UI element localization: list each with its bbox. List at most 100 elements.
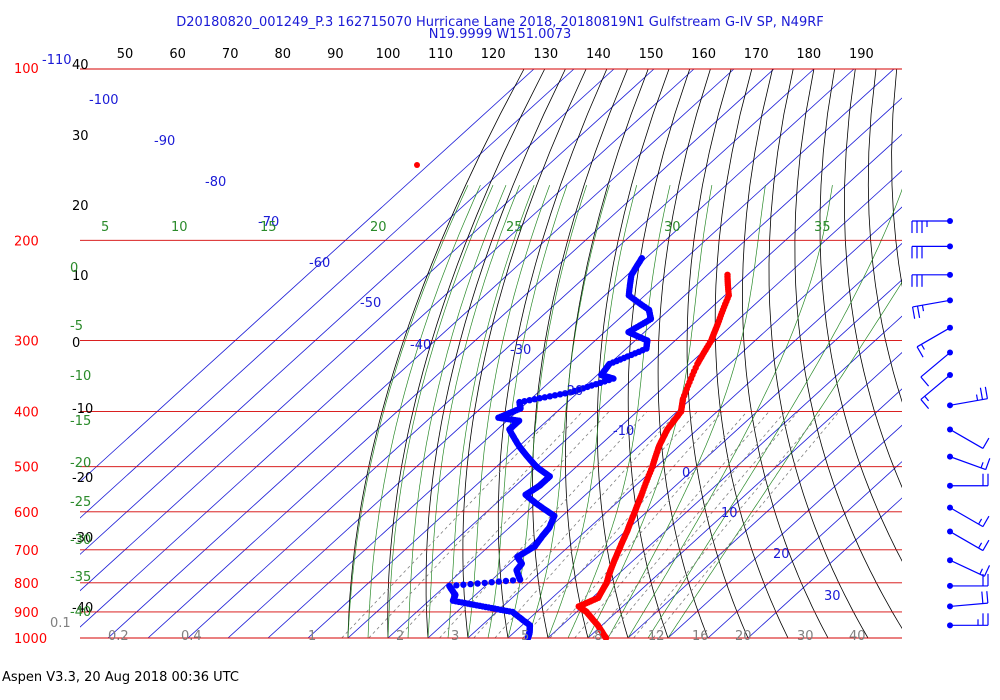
- wind-barb-staff: [920, 352, 951, 378]
- dry-adiabat-line: [867, 68, 902, 403]
- isotherm-line: [587, 352, 902, 639]
- top-axis-label: 70: [222, 47, 239, 62]
- moist-adiabat-label: 15: [260, 220, 277, 235]
- temperature-axis-label: 20: [72, 199, 89, 214]
- dewpoint-point: [481, 579, 488, 587]
- wind-barb: [947, 557, 991, 577]
- dewpoint-point: [556, 391, 564, 398]
- isotherm-label: -100: [89, 93, 119, 108]
- isotherm-label: -20: [562, 384, 583, 399]
- moist-adiabat-label: -10: [70, 369, 91, 384]
- mixing-ratio-label: 20: [735, 629, 752, 644]
- top-axis-label: 100: [376, 47, 401, 62]
- temperature-axis-label: 10: [72, 269, 89, 284]
- isotherm-line: [547, 315, 902, 639]
- wind-barb-staff: [949, 398, 988, 406]
- moist-adiabat-label: -35: [70, 570, 91, 585]
- dewpoint-point: [531, 396, 538, 403]
- moist-adiabat-label: -30: [70, 533, 91, 548]
- mixing-ratio-label: 3: [451, 629, 459, 644]
- wind-barb-staff: [949, 456, 986, 471]
- dry-adiabat-line: [532, 68, 628, 639]
- top-axis-label: 80: [275, 47, 292, 62]
- pressure-label: 900: [14, 606, 39, 621]
- moist-adiabat-label: 10: [171, 220, 188, 235]
- pressure-label: 300: [14, 334, 39, 349]
- isotherm-line: [467, 242, 902, 639]
- dry-adiabat-line: [686, 68, 749, 639]
- dewpoint-point: [516, 576, 524, 583]
- dry-adiabat-line: [597, 68, 670, 639]
- pressure-label: 800: [14, 577, 39, 592]
- isotherm-label: 30: [824, 589, 841, 604]
- mixing-ratio-label: 8: [594, 629, 602, 644]
- top-axis-label: 140: [586, 47, 611, 62]
- isotherm-line: [507, 279, 902, 639]
- top-axis-label: 60: [169, 47, 186, 62]
- isotherm-line: [80, 68, 535, 483]
- wind-barb: [947, 473, 989, 489]
- wind-barb-flag: [920, 344, 925, 350]
- dry-adiabat-line: [794, 68, 902, 629]
- wind-barb-staff: [912, 299, 951, 308]
- dewpoint-point: [502, 577, 510, 585]
- dewpoint-point: [474, 580, 481, 587]
- wind-barb-flag: [985, 458, 991, 470]
- dewpoint-point: [467, 580, 474, 588]
- temperature-point: [414, 162, 420, 168]
- top-axis-label: 110: [428, 47, 453, 62]
- temperature-axis-label: -10: [72, 402, 93, 417]
- temperature-point: [602, 634, 610, 640]
- wind-barb: [947, 504, 990, 528]
- wind-barb: [911, 218, 953, 234]
- wind-barb-staff: [949, 531, 984, 552]
- wind-barb-flag: [978, 542, 983, 549]
- wind-barb-staff: [949, 559, 985, 577]
- dry-adiabat-line: [714, 68, 789, 639]
- wind-barb-flag: [982, 539, 990, 551]
- dewpoint-point: [521, 398, 528, 405]
- dry-adiabat-line: [914, 69, 1000, 638]
- mixing-ratio-label: 1: [308, 629, 316, 644]
- mixing-ratio-line: [473, 411, 679, 639]
- isotherm-line: [80, 68, 695, 628]
- dewpoint-point: [460, 581, 467, 588]
- moist-adiabat-label: -15: [70, 414, 91, 429]
- wind-barb-flag: [911, 306, 916, 319]
- temperature-axis-label: 30: [72, 129, 89, 144]
- moist-adiabat-label: 20: [370, 220, 387, 235]
- dry-adiabat-line: [627, 68, 691, 639]
- isotherm-line: [80, 68, 575, 519]
- dewpoint-point: [509, 577, 517, 584]
- mixing-ratio-label: 0.2: [108, 629, 129, 644]
- top-axis-label: 90: [327, 47, 344, 62]
- wind-barb-flag: [921, 305, 925, 312]
- wind-barb: [947, 573, 989, 589]
- mixing-ratio-label: 0.1: [50, 616, 71, 631]
- dry-adiabat-line: [958, 69, 1000, 638]
- isotherm-label: -10: [613, 424, 634, 439]
- wind-barb-staff: [920, 374, 951, 400]
- wind-barb-flag: [979, 387, 984, 400]
- isotherm-line: [667, 424, 902, 639]
- wind-barb: [916, 324, 953, 358]
- mixing-ratio-label: 12: [648, 629, 665, 644]
- wind-barb: [947, 426, 990, 449]
- dry-adiabat-line: [937, 69, 1000, 638]
- wind-barb: [947, 386, 989, 409]
- isotherm-label: -30: [510, 343, 531, 358]
- dry-adiabat-line: [657, 68, 711, 639]
- moist-adiabat-label: 30: [664, 220, 681, 235]
- dry-adiabat-line: [819, 68, 902, 562]
- moist-adiabat-label: 35: [814, 220, 831, 235]
- top-axis-label: 130: [533, 47, 558, 62]
- temperature-axis-label: 0: [72, 336, 80, 351]
- chart-subtitle: N19.9999 W151.0073: [428, 27, 572, 42]
- temperature-axis-label: -110: [42, 53, 72, 68]
- moist-adiabat-label: 0: [70, 261, 78, 276]
- wind-barb: [911, 243, 953, 259]
- dry-adiabat-line: [347, 68, 525, 639]
- dry-adiabat-line: [462, 68, 587, 639]
- dewpoint-point: [488, 579, 495, 586]
- dry-adiabat-line: [387, 68, 546, 639]
